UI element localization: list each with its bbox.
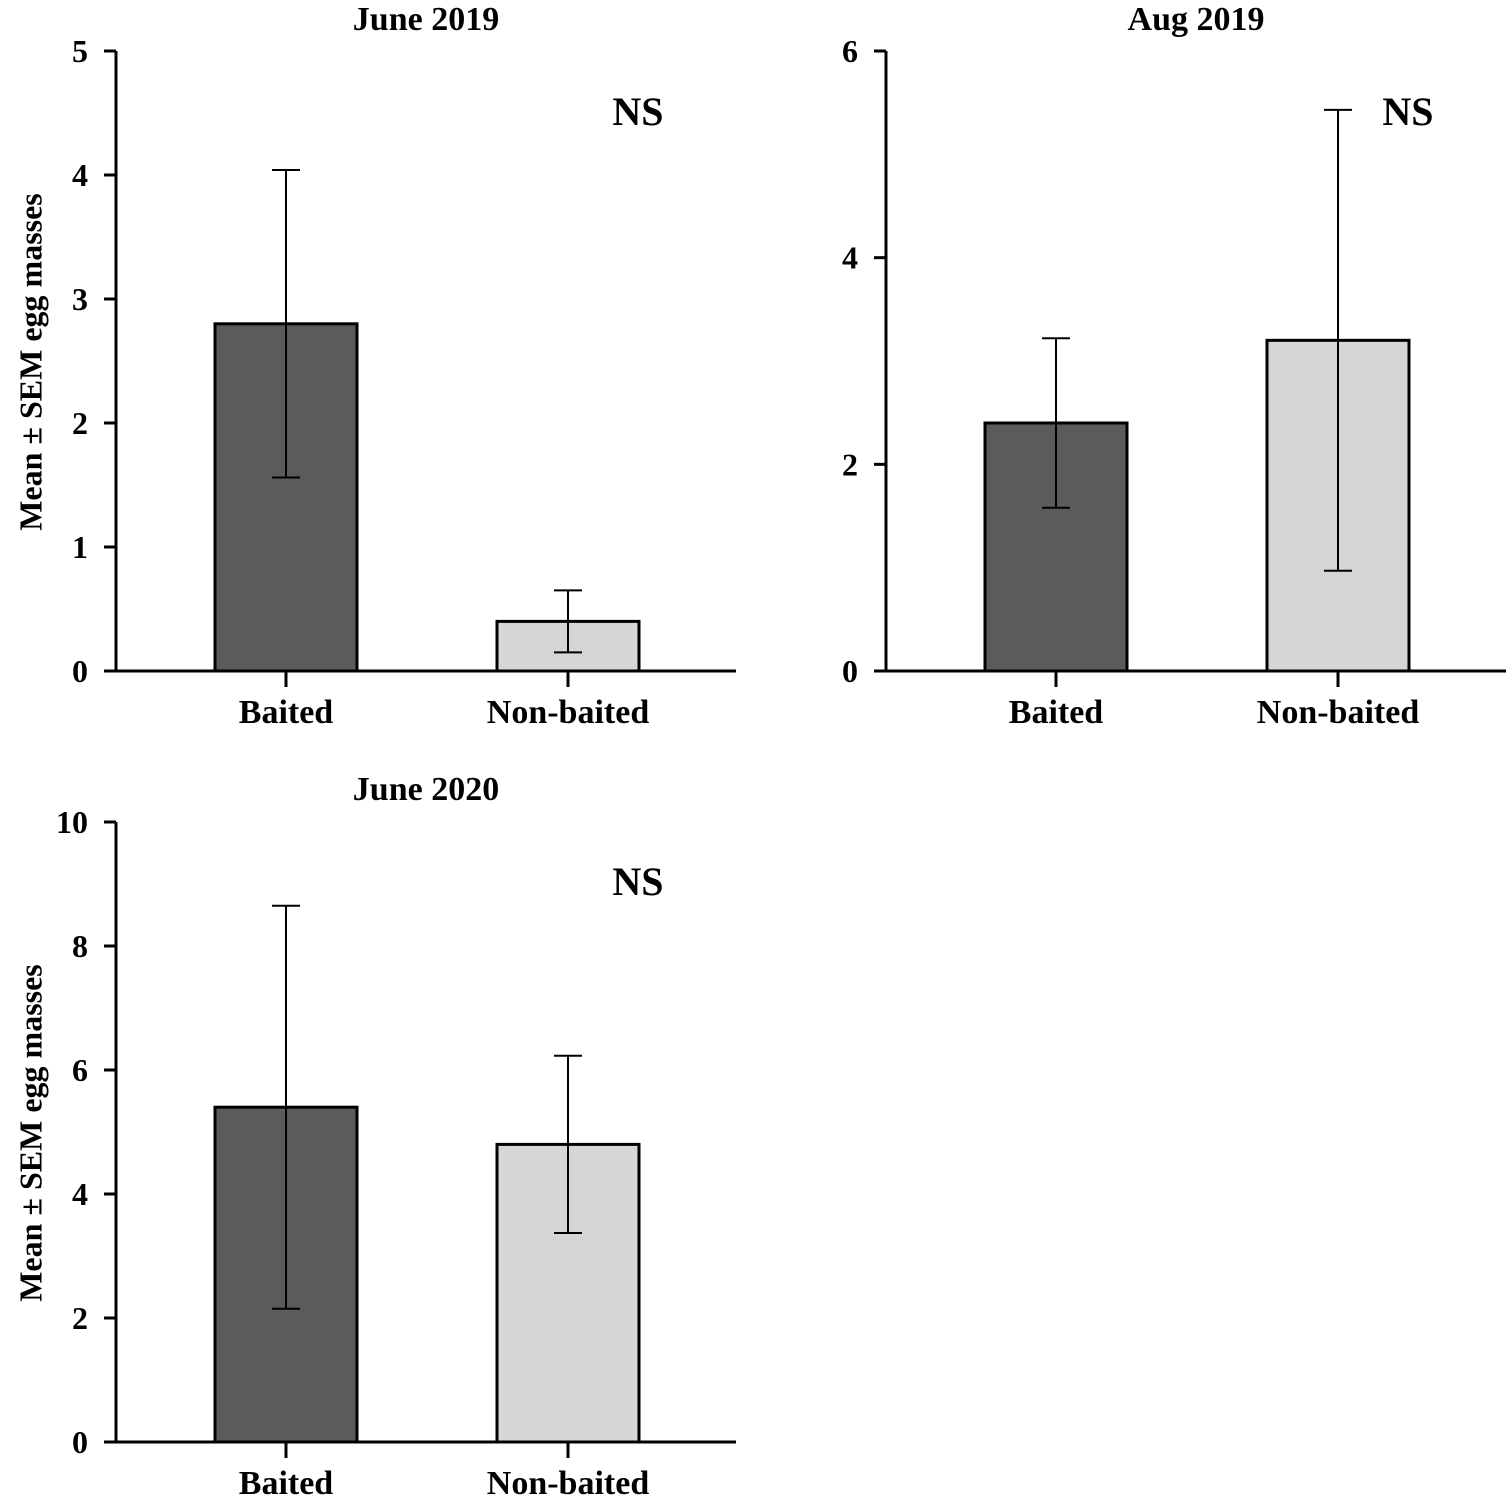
y-tick-label: 4 [72, 1176, 88, 1212]
y-tick-label: 8 [72, 928, 88, 964]
chart-panel: June 2020 0 2 4 6 8 10 Baited Non-baited NS Mean ±… [12, 771, 736, 1502]
y-tick-label: 6 [842, 33, 858, 69]
y-tick-label: 2 [72, 405, 88, 441]
y-tick-label: 3 [72, 281, 88, 317]
chart-panel: Aug 2019 0 2 4 6 Baited Non-baited NS [842, 1, 1506, 731]
y-tick-label: 2 [842, 446, 858, 482]
x-tick-label: Non-baited [487, 694, 650, 731]
y-tick-label: 0 [72, 653, 88, 689]
y-tick-label: 6 [72, 1052, 88, 1088]
significance-label: NS [1382, 89, 1433, 134]
y-tick-label: 4 [842, 240, 858, 276]
chart-title: June 2020 [353, 771, 499, 808]
y-tick-label: 0 [842, 653, 858, 689]
x-tick-label: Baited [239, 694, 334, 731]
y-tick-label: 2 [72, 1300, 88, 1336]
chart-title: Aug 2019 [1128, 1, 1265, 38]
y-tick-label: 1 [72, 529, 88, 565]
y-tick-label: 10 [56, 804, 88, 840]
x-tick-label: Baited [1009, 694, 1104, 731]
y-tick-label: 5 [72, 33, 88, 69]
x-tick-label: Non-baited [1257, 694, 1420, 731]
chart-title: June 2019 [353, 1, 499, 38]
y-axis-label: Mean ± SEM egg masses [12, 193, 48, 531]
significance-label: NS [612, 859, 663, 904]
y-axis-label: Mean ± SEM egg masses [12, 964, 48, 1302]
y-tick-label: 0 [72, 1424, 88, 1460]
chart-panel: June 2019 0 1 2 3 4 5 Baited Non-baited NS Mean ± … [12, 1, 736, 731]
significance-label: NS [612, 89, 663, 134]
x-tick-label: Baited [239, 1465, 334, 1502]
x-tick-label: Non-baited [487, 1465, 650, 1502]
y-tick-label: 4 [72, 157, 88, 193]
